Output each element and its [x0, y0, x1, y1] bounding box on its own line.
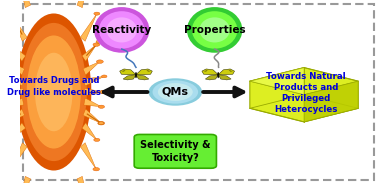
- Text: Selectivity &
Toxicity?: Selectivity & Toxicity?: [140, 140, 211, 162]
- Polygon shape: [121, 70, 126, 72]
- Text: Properties: Properties: [184, 25, 245, 35]
- Polygon shape: [120, 69, 136, 75]
- Text: Towards Natural
Products and
Privileged
Heterocycles: Towards Natural Products and Privileged …: [266, 72, 345, 114]
- Polygon shape: [82, 123, 97, 140]
- Polygon shape: [19, 176, 31, 184]
- Circle shape: [8, 138, 14, 141]
- Polygon shape: [136, 69, 152, 75]
- Circle shape: [2, 75, 8, 78]
- Polygon shape: [84, 76, 104, 86]
- Polygon shape: [218, 75, 231, 80]
- Polygon shape: [11, 123, 26, 139]
- Circle shape: [2, 90, 9, 94]
- Circle shape: [8, 168, 14, 171]
- Circle shape: [3, 122, 9, 125]
- Polygon shape: [17, 0, 31, 8]
- Polygon shape: [136, 75, 149, 80]
- Polygon shape: [81, 14, 97, 41]
- Ellipse shape: [187, 7, 242, 53]
- Ellipse shape: [135, 72, 137, 78]
- Polygon shape: [82, 45, 96, 61]
- Circle shape: [8, 13, 15, 17]
- Circle shape: [3, 59, 8, 62]
- Circle shape: [7, 42, 13, 45]
- Circle shape: [100, 90, 107, 94]
- Polygon shape: [304, 81, 358, 122]
- Circle shape: [158, 83, 193, 101]
- Text: QMs: QMs: [162, 87, 189, 97]
- Ellipse shape: [217, 72, 219, 78]
- Polygon shape: [83, 109, 101, 123]
- Circle shape: [96, 40, 102, 43]
- Circle shape: [9, 14, 15, 17]
- Ellipse shape: [192, 11, 237, 49]
- Circle shape: [100, 91, 105, 93]
- Circle shape: [5, 76, 11, 79]
- Ellipse shape: [16, 13, 91, 171]
- Polygon shape: [6, 60, 25, 75]
- Ellipse shape: [27, 36, 81, 148]
- Circle shape: [98, 105, 105, 108]
- Circle shape: [93, 43, 100, 46]
- Ellipse shape: [200, 17, 230, 43]
- Polygon shape: [6, 109, 25, 123]
- Circle shape: [94, 138, 100, 141]
- Polygon shape: [205, 75, 218, 80]
- Polygon shape: [77, 176, 90, 184]
- Circle shape: [98, 122, 104, 125]
- Ellipse shape: [94, 7, 149, 53]
- Circle shape: [94, 12, 100, 15]
- Circle shape: [4, 122, 9, 125]
- Polygon shape: [229, 70, 233, 72]
- Polygon shape: [250, 68, 358, 122]
- Polygon shape: [84, 98, 101, 107]
- Polygon shape: [83, 62, 100, 75]
- Circle shape: [98, 121, 105, 125]
- Ellipse shape: [99, 11, 144, 49]
- Polygon shape: [146, 70, 150, 72]
- Circle shape: [102, 75, 107, 78]
- Polygon shape: [77, 0, 89, 8]
- Polygon shape: [4, 98, 24, 107]
- Ellipse shape: [35, 53, 73, 131]
- Polygon shape: [11, 15, 27, 41]
- Polygon shape: [8, 78, 24, 86]
- Polygon shape: [123, 75, 136, 80]
- Circle shape: [164, 86, 186, 98]
- Circle shape: [149, 78, 202, 106]
- Circle shape: [96, 60, 103, 63]
- Circle shape: [1, 106, 7, 109]
- Polygon shape: [218, 69, 234, 75]
- Polygon shape: [202, 69, 218, 75]
- Ellipse shape: [107, 17, 137, 43]
- Polygon shape: [5, 88, 23, 96]
- Circle shape: [93, 167, 99, 171]
- Polygon shape: [204, 70, 208, 72]
- Text: Towards Drugs and
Drug like molecules: Towards Drugs and Drug like molecules: [7, 77, 101, 97]
- Ellipse shape: [21, 23, 87, 161]
- Polygon shape: [250, 68, 304, 95]
- Circle shape: [153, 80, 198, 104]
- FancyBboxPatch shape: [134, 135, 217, 168]
- Polygon shape: [81, 143, 96, 169]
- Polygon shape: [85, 88, 104, 96]
- Text: Reactivity: Reactivity: [92, 25, 151, 35]
- Polygon shape: [11, 143, 27, 170]
- Polygon shape: [10, 43, 26, 61]
